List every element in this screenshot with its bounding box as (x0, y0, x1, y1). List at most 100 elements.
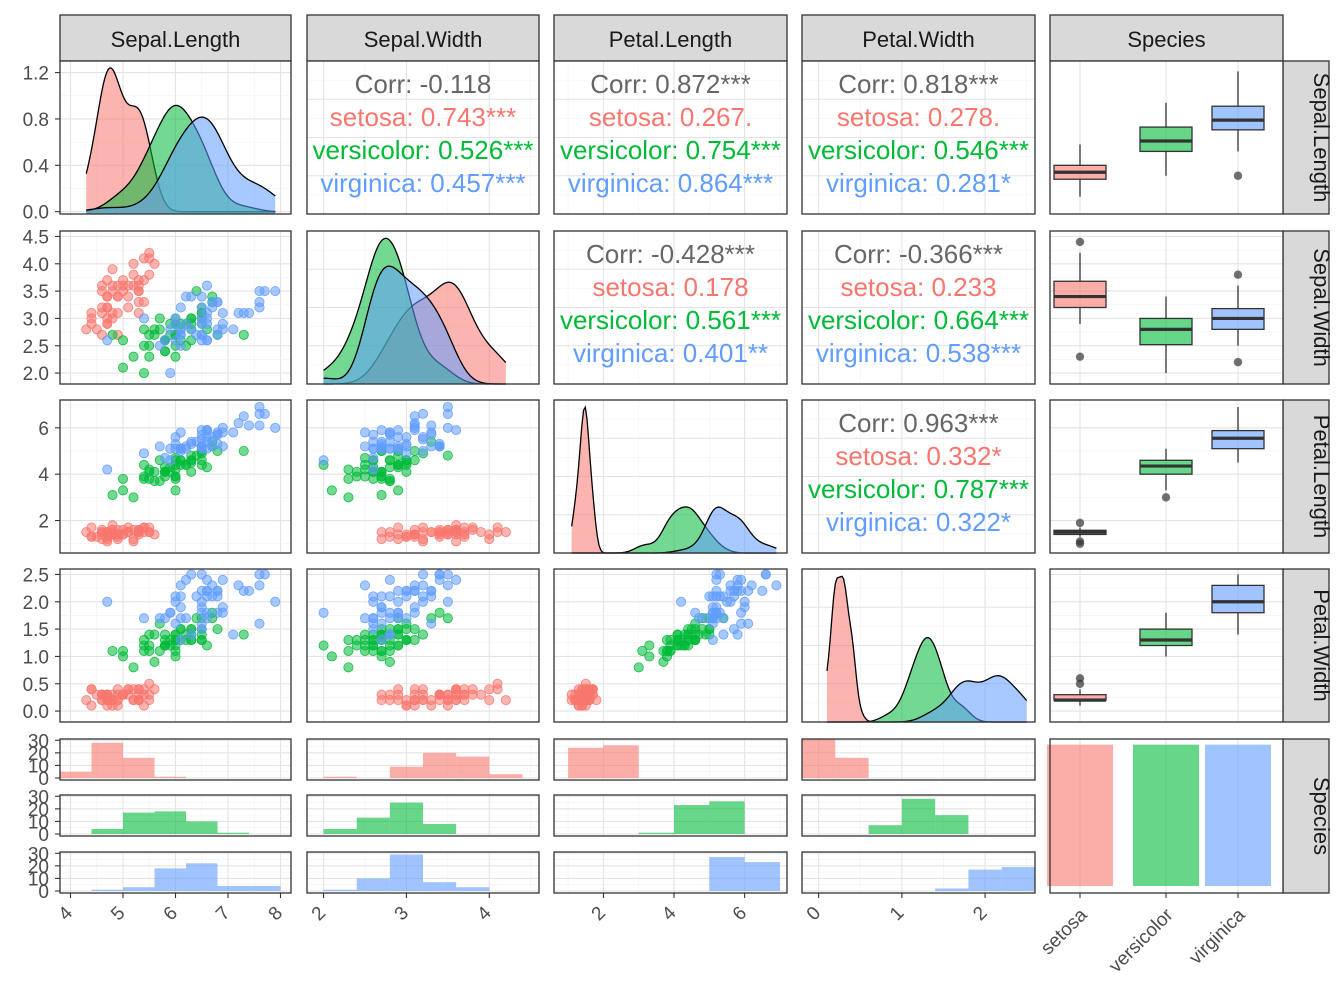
scatter-point-virginica (186, 629, 197, 640)
scatter-point-setosa (393, 522, 404, 533)
scatter-point-virginica (676, 596, 687, 607)
scatter-point-versicolor (384, 476, 395, 487)
scatter-point-virginica (721, 596, 732, 607)
histogram-bar-virginica (744, 862, 780, 891)
scatter-point-setosa (91, 324, 102, 335)
y-tick-label: 1.5 (23, 620, 49, 641)
scatter-point-setosa (451, 689, 462, 700)
scatter-point-virginica (417, 580, 428, 591)
scatter-point-virginica (207, 591, 218, 602)
scatter-point-setosa (86, 313, 97, 324)
column-strip-label: Sepal.Length (111, 27, 241, 52)
scatter-point-versicolor (409, 624, 420, 635)
scatter-point-versicolor (128, 662, 139, 673)
correlation-versicolor: versicolor: 0.561*** (560, 305, 781, 335)
correlation-virginica: virginica: 0.281* (826, 168, 1011, 198)
scatter-point-virginica (426, 618, 437, 629)
correlation-virginica: virginica: 0.401** (573, 338, 768, 368)
scatter-point-virginica (417, 569, 428, 580)
scatter-point-virginica (243, 307, 254, 318)
scatter-point-versicolor (661, 635, 672, 646)
histogram-bar-versicolor (91, 828, 123, 834)
panel-border (801, 568, 1036, 723)
boxplot-outlier (1233, 270, 1243, 279)
x-tick-label-species: virginica (1185, 904, 1249, 968)
y-tick-label: 10 (28, 812, 49, 833)
scatter-point-virginica (417, 445, 428, 456)
scatter-point-setosa (434, 695, 445, 706)
scatter-point-virginica (201, 280, 212, 291)
scatter-point-versicolor (238, 445, 249, 456)
column-strip-label: Petal.Length (609, 27, 733, 52)
scatter-point-virginica (757, 585, 768, 596)
column-strip-label: Petal.Width (862, 27, 975, 52)
column-strip-label: Sepal.Width (364, 27, 483, 52)
scatter-point-versicolor (409, 635, 420, 646)
density-area-setosa (826, 576, 1027, 722)
panel-background (554, 795, 787, 836)
scatter-point-virginica (270, 286, 281, 297)
panel-border (306, 738, 540, 781)
scatter-point-setosa (97, 689, 108, 700)
scatter-point-virginica (442, 408, 453, 419)
scatter-point-virginica (409, 585, 420, 596)
scatter-point-virginica (743, 585, 754, 596)
correlation-setosa: setosa: 0.743*** (330, 102, 516, 132)
panel-border (553, 399, 788, 554)
scatter-point-virginica (180, 574, 191, 585)
histogram-bar-setosa (389, 766, 423, 778)
scatter-point-virginica (711, 591, 722, 602)
histogram-bar-setosa (802, 739, 836, 778)
panel-border (553, 738, 788, 781)
scatter-point-virginica (426, 429, 437, 440)
scatter-point-virginica (243, 420, 254, 431)
histogram-bar-setosa (154, 776, 186, 778)
scatter-point-versicolor (637, 645, 648, 656)
scatter-point-versicolor (212, 624, 223, 635)
row-strip-label: Petal.Length (1309, 415, 1334, 539)
histogram-bar-setosa (835, 757, 869, 778)
scatter-point-virginica (434, 441, 445, 452)
histogram-bar-setosa (423, 752, 457, 778)
scatter-point-versicolor (170, 351, 181, 362)
boxplot-box-versicolor (1139, 126, 1193, 153)
histogram-bar-versicolor (868, 825, 902, 834)
row-strip-label: Sepal.Width (1309, 248, 1334, 367)
panel-border (1049, 230, 1284, 385)
species-bar-virginica (1205, 744, 1271, 886)
scatter-point-virginica (217, 607, 228, 618)
correlation-setosa: setosa: 0.278. (837, 102, 1000, 132)
histogram-bar-virginica (1001, 867, 1035, 891)
scatter-point-virginica (196, 441, 207, 452)
scatter-point-virginica (368, 591, 379, 602)
panel-border (306, 60, 540, 215)
boxplot-outlier (1075, 237, 1085, 247)
scatter-point-virginica (384, 436, 395, 447)
scatter-point-versicolor (683, 640, 694, 651)
scatter-point-versicolor (154, 313, 165, 324)
scatter-point-versicolor (658, 645, 669, 656)
scatter-point-setosa (492, 527, 503, 538)
scatter-point-versicolor (238, 329, 249, 340)
correlation-overall: Corr: 0.963*** (838, 408, 998, 438)
x-tick-label: 2 (588, 903, 610, 925)
scatter-point-virginica (165, 324, 176, 335)
scatter-point-setosa (97, 280, 108, 291)
correlation-setosa: setosa: 0.332* (835, 441, 1001, 471)
scatter-point-setosa (475, 689, 486, 700)
scatter-point-virginica (254, 408, 265, 419)
histogram-bar-virginica (968, 869, 1002, 891)
scatter-point-virginica (243, 585, 254, 596)
scatter-point-versicolor (393, 629, 404, 640)
y-tick-label: 2.0 (23, 364, 49, 385)
scatter-point-virginica (718, 613, 729, 624)
histogram-bar-setosa (123, 757, 155, 778)
scatter-point-virginica (180, 441, 191, 452)
scatter-point-setosa (133, 297, 144, 308)
scatter-point-virginica (175, 302, 186, 313)
histogram-bar-setosa (568, 747, 604, 778)
correlation-overall: Corr: 0.872*** (590, 69, 750, 99)
scatter-point-virginica (376, 443, 387, 454)
x-tick-label: 2 (969, 903, 991, 925)
scatter-point-versicolor (434, 607, 445, 618)
